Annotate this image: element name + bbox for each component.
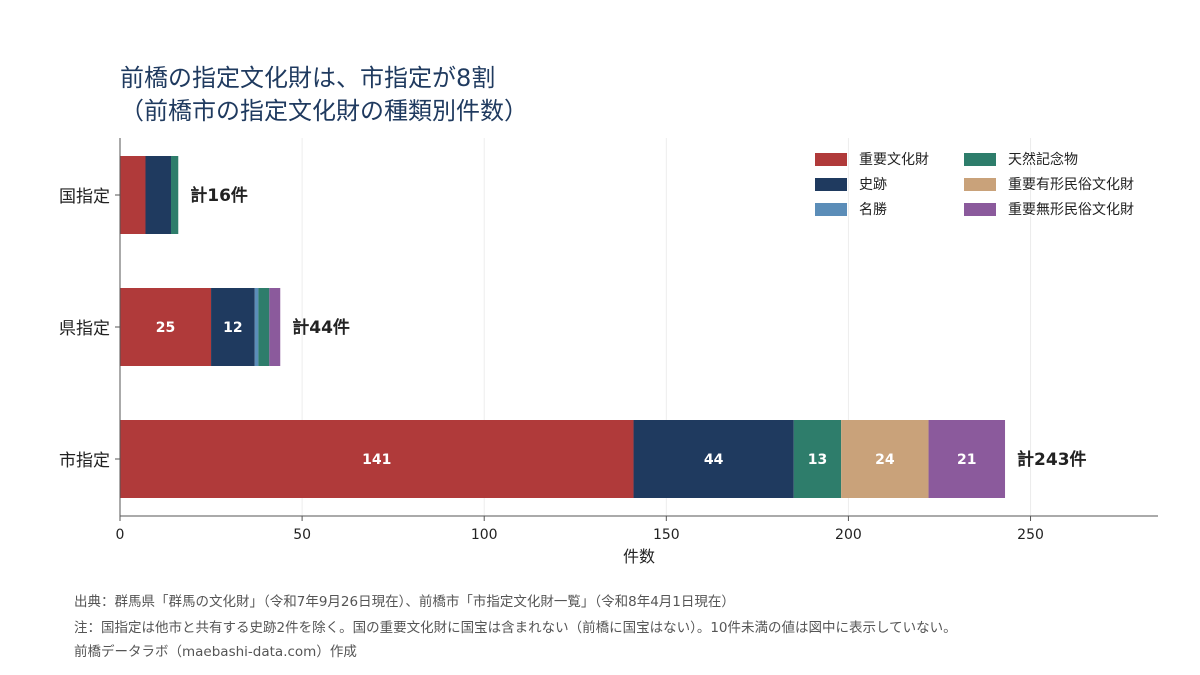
y-tick-label: 国指定 <box>59 187 110 207</box>
source-note: 出典：群馬県「群馬の文化財」（令和7年9月26日現在）、前橋市「市指定文化財一覧… <box>74 594 735 610</box>
data-label: 21 <box>957 452 976 468</box>
x-tick-label: 150 <box>653 527 680 543</box>
legend-label: 史跡 <box>859 177 887 193</box>
total-label: 計16件 <box>190 185 248 206</box>
y-tick-label: 市指定 <box>59 451 110 471</box>
bar-segment <box>269 288 281 366</box>
bar-segment <box>120 420 634 498</box>
legend-label: 名勝 <box>859 202 887 218</box>
legend-swatch <box>964 153 996 166</box>
legend-swatch <box>964 178 996 191</box>
legend-swatch <box>815 203 847 216</box>
legend-label: 重要文化財 <box>859 152 929 168</box>
legend-swatch <box>815 178 847 191</box>
y-tick-label: 県指定 <box>59 319 110 339</box>
x-tick-label: 250 <box>1017 527 1044 543</box>
total-label: 計243件 <box>1017 449 1086 470</box>
bar-segment <box>211 288 255 366</box>
legend-label: 天然記念物 <box>1008 151 1078 168</box>
x-tick-label: 200 <box>835 527 862 543</box>
bar-segment <box>120 288 212 366</box>
data-label: 141 <box>362 452 391 468</box>
data-label: 12 <box>223 320 242 336</box>
credit: 前橋データラボ（maebashi-data.com）作成 <box>74 644 357 660</box>
bar-segment <box>145 156 171 234</box>
total-label: 計44件 <box>292 317 350 338</box>
data-label: 13 <box>808 452 827 468</box>
footnote: 注：国指定は他市と共有する史跡2件を除く。国の重要文化財に国宝は含まれない（前橋… <box>74 620 957 636</box>
bar-segment <box>258 288 270 366</box>
data-label: 44 <box>704 452 724 468</box>
chart-title: 前橋の指定文化財は、市指定が8割 <box>120 64 496 92</box>
bar-segment <box>841 420 929 498</box>
x-axis-label: 件数 <box>623 547 655 566</box>
x-tick-label: 100 <box>471 527 498 543</box>
bar-segment <box>170 156 179 234</box>
bar-segment <box>928 420 1006 498</box>
x-tick-label: 0 <box>116 527 125 543</box>
data-label: 24 <box>875 452 895 468</box>
bar-segment <box>633 420 794 498</box>
bar-segment <box>793 420 842 498</box>
bar-segment <box>120 156 146 234</box>
bar-segment <box>254 288 259 366</box>
bars: 計16件 25 12 計44件 141 44 13 24 21 計243件 <box>120 156 1087 498</box>
legend-swatch <box>815 153 847 166</box>
legend-label: 重要有形民俗文化財 <box>1008 177 1134 193</box>
x-tick-label: 50 <box>293 527 311 543</box>
data-label: 25 <box>156 320 175 336</box>
chart-subtitle: （前橋市の指定文化財の種類別件数） <box>120 97 528 125</box>
legend-swatch <box>964 203 996 216</box>
legend-label: 重要無形民俗文化財 <box>1008 202 1134 218</box>
